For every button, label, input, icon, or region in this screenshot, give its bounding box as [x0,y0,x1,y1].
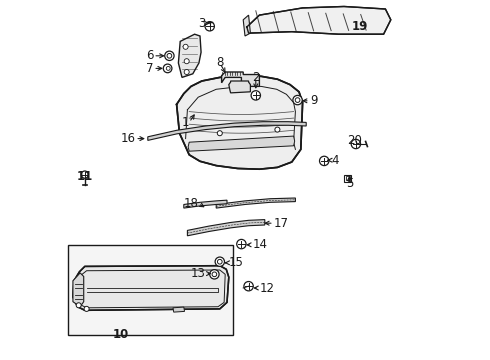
Circle shape [293,95,302,105]
Circle shape [205,22,215,31]
Text: 10: 10 [113,328,129,341]
Text: 4: 4 [331,154,339,167]
Circle shape [218,259,222,264]
Text: 1: 1 [182,116,189,129]
Circle shape [237,239,246,249]
Polygon shape [148,122,306,140]
Text: 6: 6 [146,49,153,62]
Bar [345,176,349,180]
Text: 12: 12 [259,282,274,294]
Circle shape [319,156,329,166]
Text: 14: 14 [252,238,267,251]
Polygon shape [173,307,185,312]
Text: 20: 20 [347,134,362,147]
Circle shape [251,91,261,100]
Circle shape [167,54,171,58]
Text: 11: 11 [76,170,93,183]
Text: 5: 5 [346,177,353,190]
Circle shape [166,67,170,70]
Polygon shape [188,136,294,151]
Circle shape [275,127,280,132]
Text: 19: 19 [352,21,368,33]
Circle shape [184,59,189,64]
Circle shape [244,282,253,291]
Polygon shape [221,72,259,86]
Polygon shape [247,6,391,34]
Polygon shape [73,273,84,307]
Text: 15: 15 [229,256,244,269]
Circle shape [84,306,89,311]
Text: 17: 17 [274,217,289,230]
Polygon shape [178,34,201,77]
Text: 7: 7 [146,62,153,75]
Text: 18: 18 [183,197,198,210]
Circle shape [351,139,361,149]
Bar [344,175,351,182]
Text: 13: 13 [191,267,205,280]
Polygon shape [216,198,295,208]
Circle shape [212,272,217,276]
Text: 8: 8 [216,57,223,69]
Polygon shape [187,220,265,236]
Text: 2: 2 [252,71,260,84]
Text: 9: 9 [310,94,318,107]
Circle shape [217,131,222,136]
Circle shape [295,98,300,102]
Polygon shape [243,15,250,36]
Text: 3: 3 [198,17,205,30]
Circle shape [163,64,172,73]
Polygon shape [176,76,303,169]
Circle shape [210,270,219,279]
Polygon shape [184,200,227,208]
Circle shape [165,51,174,60]
Circle shape [184,69,189,75]
Circle shape [183,44,188,49]
Circle shape [81,171,88,178]
Polygon shape [73,266,229,310]
Circle shape [76,303,81,308]
Polygon shape [229,81,250,93]
Circle shape [215,257,224,266]
Bar [68,245,233,335]
Text: 16: 16 [120,132,135,145]
